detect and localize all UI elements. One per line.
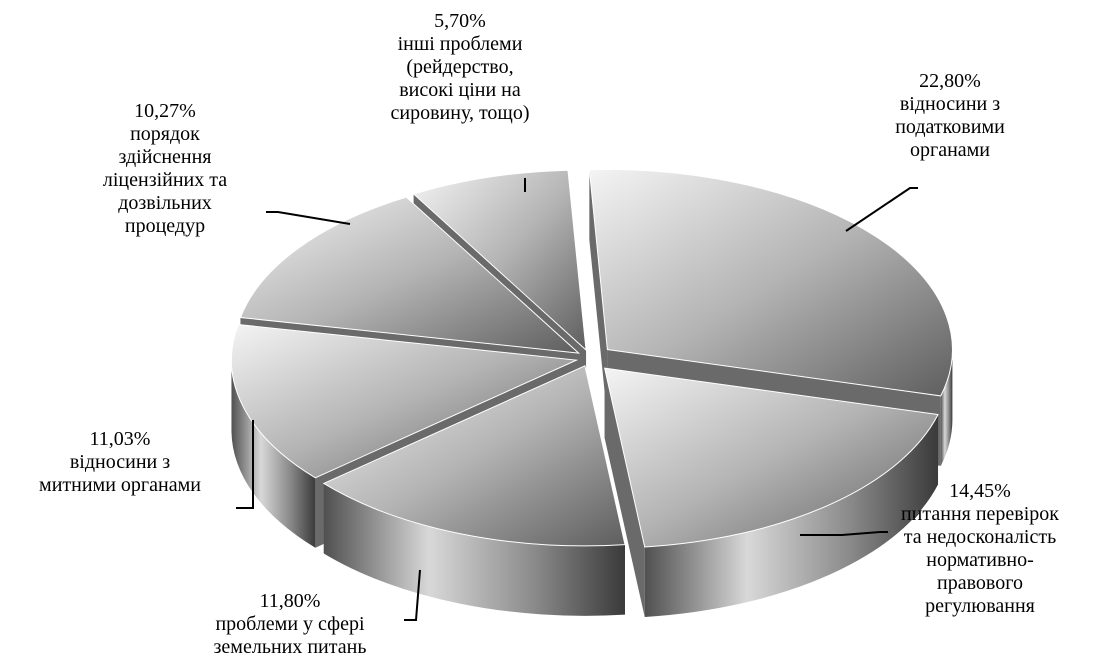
slice-label-line: ліцензійних та [102,169,228,191]
leader-line-2 [404,569,421,621]
slice-label-value: 11,80% [259,590,321,612]
slice-label-4: 10,27% порядок здійснення ліцензійних та доз… [50,100,280,238]
slice-0-inner-wall-0 [589,169,608,420]
slice-label-line: порядок [130,123,200,145]
slice-0-side-0 [940,349,953,466]
pie-slice-4 [239,196,581,354]
slice-label-line: дозвільних [118,192,212,214]
slice-label-value: 11,03% [89,428,151,450]
slice-label-line: відносини з [69,451,171,473]
leader-line-4 [266,211,351,225]
slice-label-line: сировину, тощо) [390,102,530,124]
slice-1-inner-wall-1 [604,368,645,617]
slice-label-line: здійснення [118,146,212,168]
slice-label-line: питання перевірок [900,503,1060,525]
leader-line-1 [800,531,888,536]
slice-label-line: інші проблеми [397,33,523,55]
pie-slice-2 [322,365,626,547]
slice-label-line: проблеми у сфері [215,613,365,635]
slice-label-line: органами [909,139,991,161]
slice-label-value: 14,45% [949,480,1011,502]
slice-label-line: правового [937,572,1023,594]
slice-label-1: 14,45% питання перевірок та недосконаліcть… [835,480,1120,618]
pie-slice-1 [604,367,939,548]
slice-label-line: та недосконаліcть [903,526,1057,548]
slice-label-value: 10,27% [134,100,196,122]
slice-label-line: регулювання [925,595,1035,617]
slice-3-side-0 [231,361,316,548]
slice-label-5: 5,70% інші проблеми (рейдерство, високі цін… [320,10,600,125]
slice-label-line: митними органами [39,474,201,496]
slice-2-side-0 [323,483,625,616]
slice-label-3: 11,03% відносини з митними органами [0,428,240,497]
slice-label-value: 5,70% [434,10,486,32]
slice-label-line: високі ціни на [399,79,521,101]
slice-label-line: податковими [895,116,1005,138]
slice-label-line: земельних питань [213,636,367,658]
slice-label-line: процедур [124,215,206,237]
slice-label-line: відносини з [899,93,1001,115]
pie-slice-5 [412,169,587,352]
leader-line-0 [845,187,918,232]
slice-1-side-0 [644,414,939,617]
pie-slice-3 [231,324,579,479]
slice-label-line: (рейдерство, [406,56,514,78]
leader-line-3 [236,420,254,509]
slice-label-value: 22,80% [919,70,981,92]
slice-label-line: нормативно- [926,549,1034,571]
slice-label-2: 11,80% проблеми у сфері земельних питань [150,590,430,659]
slice-label-0: 22,80% відносини з податковими органами [800,70,1100,162]
pie-slice-0 [588,169,953,397]
